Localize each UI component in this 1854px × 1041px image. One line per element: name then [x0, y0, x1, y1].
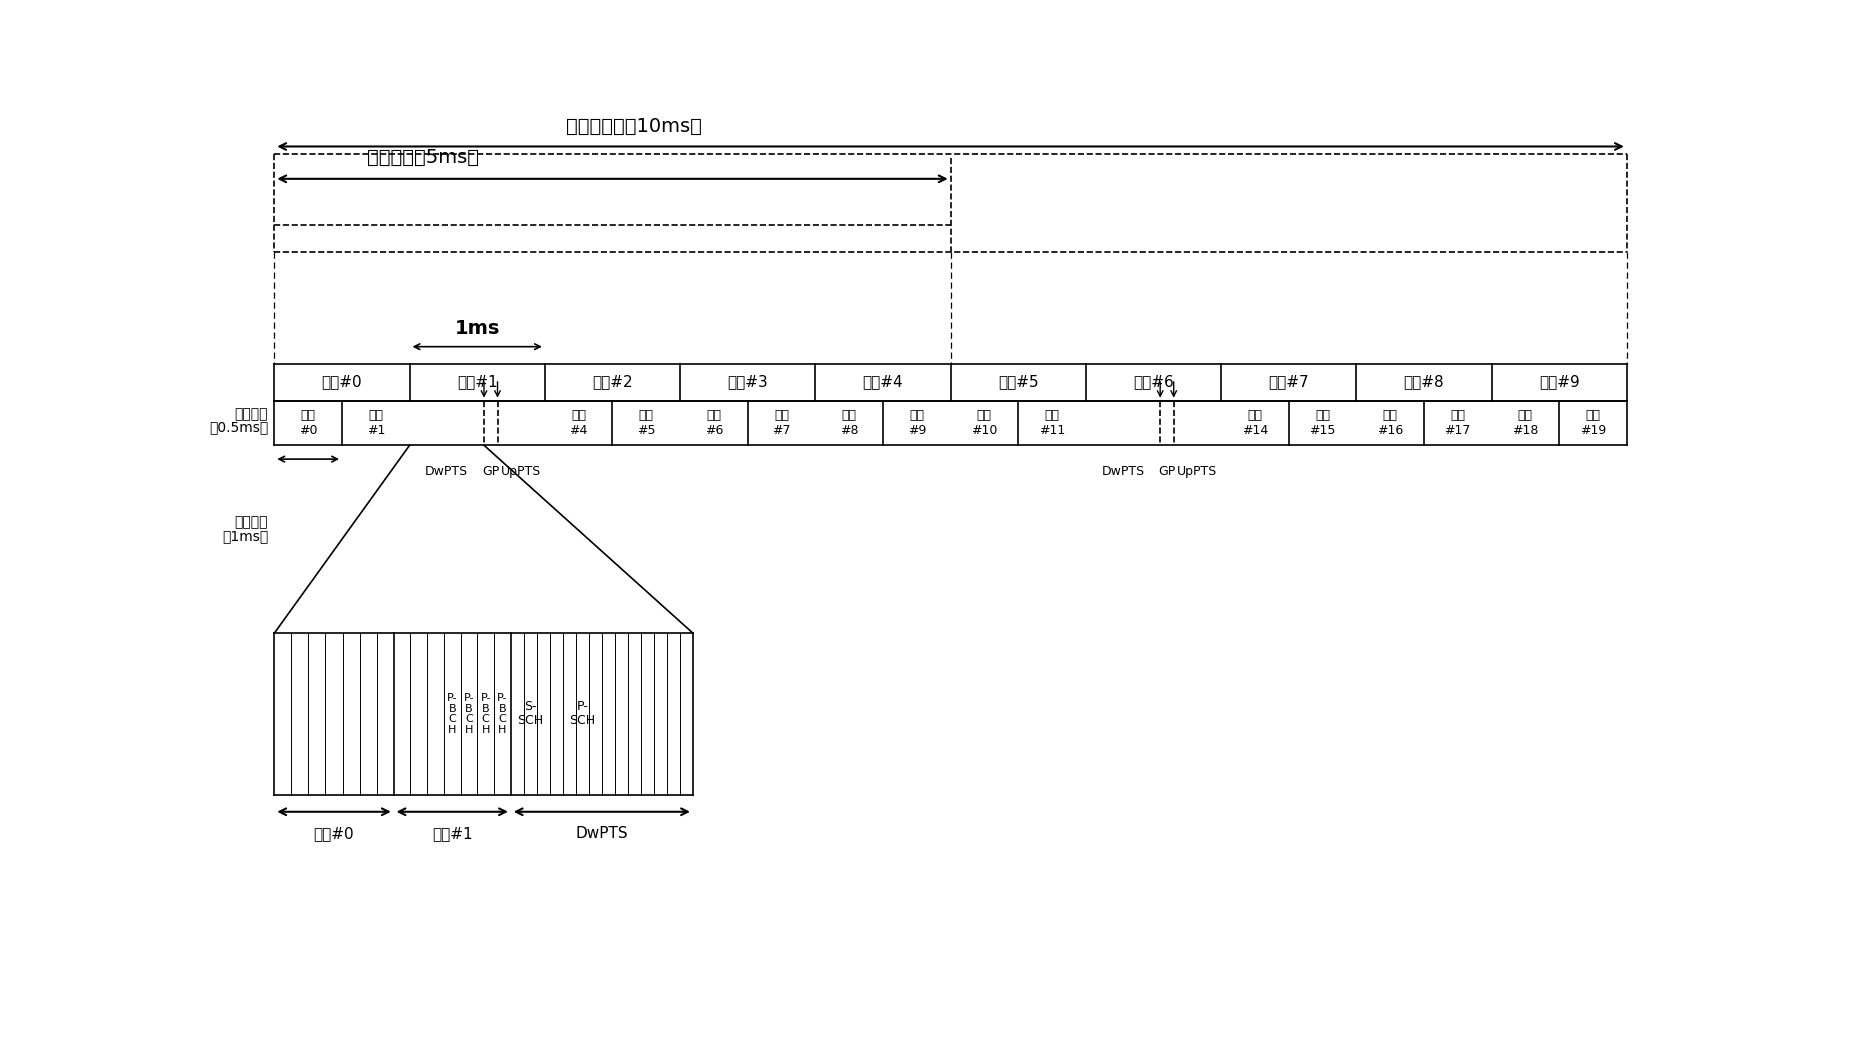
Text: 时隙
#7: 时隙 #7 [773, 409, 792, 437]
Text: GP: GP [482, 465, 499, 478]
Text: 1ms: 1ms [454, 320, 501, 338]
Text: 时隙
#19: 时隙 #19 [1580, 409, 1606, 437]
Text: 时隙#1: 时隙#1 [432, 826, 473, 841]
Text: 时隙
#16: 时隙 #16 [1378, 409, 1403, 437]
Text: P-
B
C
H: P- B C H [480, 692, 491, 735]
Text: 时隙
#15: 时隙 #15 [1309, 409, 1335, 437]
Text: 子帧#2: 子帧#2 [591, 375, 632, 389]
Text: DwPTS: DwPTS [425, 465, 469, 478]
Text: 子帧#1: 子帧#1 [456, 375, 497, 389]
Text: 时隙
#9: 时隙 #9 [908, 409, 925, 437]
Text: （0.5ms）: （0.5ms） [210, 421, 269, 434]
Text: 时隙
#5: 时隙 #5 [638, 409, 656, 437]
Text: GP: GP [1159, 465, 1175, 478]
Text: 子帧#7: 子帧#7 [1268, 375, 1309, 389]
Text: 时隙
#18: 时隙 #18 [1513, 409, 1539, 437]
Text: 子帧#5: 子帧#5 [997, 375, 1038, 389]
Text: 时隙
#10: 时隙 #10 [971, 409, 997, 437]
Text: P-
B
C
H: P- B C H [464, 692, 475, 735]
Text: 子帧#8: 子帧#8 [1403, 375, 1444, 389]
Text: （1ms）: （1ms） [222, 529, 269, 543]
Text: UpPTS: UpPTS [501, 465, 541, 478]
Text: 子帧#6: 子帧#6 [1133, 375, 1174, 389]
Text: 子帧#0: 子帧#0 [323, 375, 362, 389]
Text: 时隙
#11: 时隙 #11 [1038, 409, 1064, 437]
Text: UpPTS: UpPTS [1177, 465, 1218, 478]
Text: 一个无线帧（10ms）: 一个无线帧（10ms） [565, 117, 703, 135]
Text: 时隙
#6: 时隙 #6 [705, 409, 723, 437]
Text: 子帧#4: 子帧#4 [862, 375, 903, 389]
Text: P-
SCH: P- SCH [569, 701, 595, 728]
Text: 时隙
#14: 时隙 #14 [1242, 409, 1268, 437]
Text: 时隙
#0: 时隙 #0 [298, 409, 317, 437]
Text: DwPTS: DwPTS [575, 826, 629, 841]
Text: 时隙#0: 时隙#0 [313, 826, 354, 841]
Text: 一个子帧: 一个子帧 [235, 515, 269, 529]
Text: 时隙
#17: 时隙 #17 [1444, 409, 1470, 437]
Text: S-
SCH: S- SCH [517, 701, 543, 728]
Text: 时隙
#4: 时隙 #4 [569, 409, 588, 437]
Text: P-
B
C
H: P- B C H [447, 692, 458, 735]
Text: 子帧#3: 子帧#3 [727, 375, 768, 389]
Text: 时隙
#1: 时隙 #1 [367, 409, 386, 437]
Text: P-
B
C
H: P- B C H [497, 692, 508, 735]
Text: DwPTS: DwPTS [1101, 465, 1144, 478]
Text: 时隙
#8: 时隙 #8 [840, 409, 858, 437]
Text: 一个时隙: 一个时隙 [235, 407, 269, 422]
Text: 子帧#9: 子帧#9 [1539, 375, 1580, 389]
Text: 一个半帧（5ms）: 一个半帧（5ms） [367, 148, 478, 168]
